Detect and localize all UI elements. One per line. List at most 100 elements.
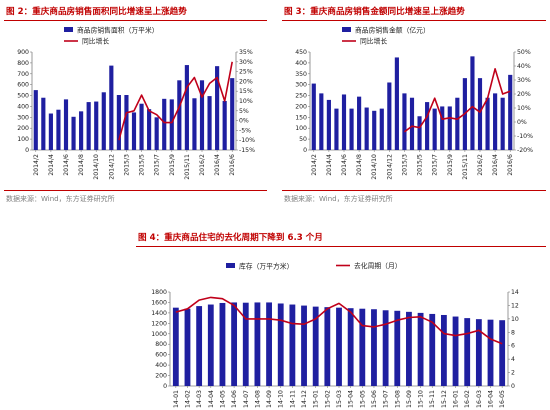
legend: 商品房销售面积（万平米） 同比增长 — [64, 26, 159, 46]
bar — [387, 82, 392, 150]
y-right-tick-label: 0 — [511, 383, 515, 390]
x-tick-label: 16-04 — [488, 390, 495, 408]
bar — [169, 99, 174, 150]
y-left-tick-label: 500 — [17, 93, 29, 100]
bar — [493, 93, 498, 150]
y-left-tick-label: 100 — [295, 125, 307, 132]
bar — [324, 307, 331, 386]
bar — [470, 56, 475, 150]
x-tick-label: 2014/8 — [78, 154, 85, 176]
bar — [326, 99, 331, 150]
x-tick-label: 14-11 — [289, 390, 296, 408]
y-right-tick-label: 8 — [511, 329, 515, 336]
y-left-tick-label: 300 — [17, 114, 29, 121]
y-right-tick-label: 30% — [517, 77, 531, 84]
y-right-tick-label: 2 — [511, 370, 515, 377]
y-left-tick-label: 1200 — [151, 320, 167, 327]
bar — [406, 311, 412, 386]
x-tick-label: 15-01 — [313, 390, 320, 408]
legend-bar-label: 商品房销售金额（亿元） — [355, 26, 430, 35]
legend-bar-swatch — [342, 27, 351, 32]
bar — [452, 316, 459, 386]
x-tick-label: 15-11 — [429, 390, 436, 408]
bar — [154, 117, 159, 150]
x-tick-label: 15-12 — [441, 390, 448, 408]
y-left-tick-label: 800 — [155, 341, 167, 348]
y-left-tick-label: 0 — [163, 383, 167, 390]
bar — [231, 302, 238, 386]
legend-bar-swatch — [64, 27, 73, 32]
figure-3-title-bar: 图 3：重庆商品房销售金额同比增速呈上涨趋势 — [282, 4, 546, 21]
y-right-tick-label: 0% — [239, 118, 249, 125]
x-tick-label: 2014/2 — [33, 154, 40, 176]
bar — [184, 308, 191, 386]
y-right-tick-label: -5% — [239, 127, 251, 134]
figure-2-chart: 商品房销售面积（万平米） 同比增长 0 100 200 300 400 500 600 700 80… — [17, 26, 255, 180]
bar — [79, 111, 84, 150]
y-left-tick-label: 900 — [17, 49, 29, 56]
y-right-tick-label: 10% — [517, 105, 531, 112]
y-right-tick-label: -15% — [239, 147, 255, 154]
y-right-tick-label: 4 — [511, 356, 515, 363]
bar — [440, 314, 447, 386]
x-tick-label: 15-09 — [406, 390, 413, 408]
x-tick-label: 16-05 — [499, 390, 506, 408]
bar — [364, 107, 369, 150]
figure-4-title: 图 4：重庆商品住宅的去化周期下降到 6.3 个月 — [138, 233, 323, 243]
x-tick-label: 2016/6 — [229, 154, 236, 176]
figure-3-panel: 图 3：重庆商品房销售金额同比增速呈上涨趋势 商品房销售金额（亿元） 同比增长 0 5… — [282, 4, 546, 204]
bar — [124, 95, 129, 150]
legend-line-label: 去化周期（月） — [354, 261, 402, 270]
bar — [372, 110, 377, 150]
x-tick-label: 14-05 — [219, 390, 226, 408]
x-tick-label: 2014/2 — [311, 154, 318, 176]
x-tick-label: 2015/9 — [169, 154, 176, 176]
x-tick-label: 14-06 — [231, 390, 238, 408]
series-line — [403, 68, 511, 133]
legend-bar-label: 商品房销售面积（万平米） — [77, 26, 159, 35]
bar — [409, 97, 415, 150]
x-tick-label: 2016/4 — [492, 154, 499, 176]
x-tick-label: 15-03 — [336, 390, 343, 408]
bar — [33, 90, 38, 150]
bar — [499, 320, 506, 386]
legend-line-label: 同比增长 — [360, 37, 387, 46]
x-tick-label: 2015/11 — [184, 154, 191, 180]
y-left-tick-label: 400 — [17, 103, 29, 110]
y-left-tick-label: 1800 — [151, 289, 167, 296]
x-tick-label: 15-07 — [383, 390, 390, 408]
bar — [196, 306, 203, 386]
figure-2-source: 数据来源：Wind，东方证券研究所 — [6, 195, 115, 203]
bar — [230, 78, 235, 150]
bar — [277, 303, 284, 386]
bar — [312, 306, 319, 386]
figure-3-title: 图 3：重庆商品房销售金额同比增速呈上涨趋势 — [284, 7, 465, 17]
bar — [357, 96, 362, 150]
bar — [139, 103, 144, 150]
bar — [222, 101, 227, 150]
x-tick-label: 2014/4 — [326, 154, 333, 176]
bar — [487, 319, 494, 386]
legend-bar-swatch — [226, 263, 235, 268]
y-left-tick-label: 600 — [17, 82, 29, 89]
y-left-tick-label: 700 — [17, 71, 29, 78]
figure-4-panel: 图 4：重庆商品住宅的去化周期下降到 6.3 个月 库存（万平方米） 去化周期（月… — [136, 230, 546, 408]
x-tick-label: 2016/2 — [199, 154, 206, 176]
x-tick-label: 2016/4 — [214, 154, 221, 176]
y-left-tick-label: 1400 — [151, 310, 167, 317]
bar — [254, 302, 261, 386]
figure-4-chart: 库存（万平方米） 去化周期（月） 0 200 400 600 800 1000 1200 1400… — [151, 261, 519, 408]
x-tick-label: 2014/10 — [371, 154, 378, 180]
legend: 库存（万平方米） 去化周期（月） — [226, 261, 402, 271]
series-line — [118, 61, 233, 141]
bar — [94, 101, 99, 150]
y-right-tick-label: 25% — [239, 69, 253, 76]
bar — [192, 98, 197, 150]
x-tick-label: 14-01 — [173, 390, 180, 408]
y-right-tick-label: 14 — [511, 289, 519, 296]
figure-2-title-bar: 图 2：重庆商品房销售面积同比增速呈上涨趋势 — [4, 4, 267, 21]
bar — [184, 65, 189, 150]
x-tick-label: 2014/12 — [386, 154, 393, 180]
y-right-tick-label: 35% — [239, 49, 253, 56]
y-left-tick-label: 1000 — [151, 331, 167, 338]
